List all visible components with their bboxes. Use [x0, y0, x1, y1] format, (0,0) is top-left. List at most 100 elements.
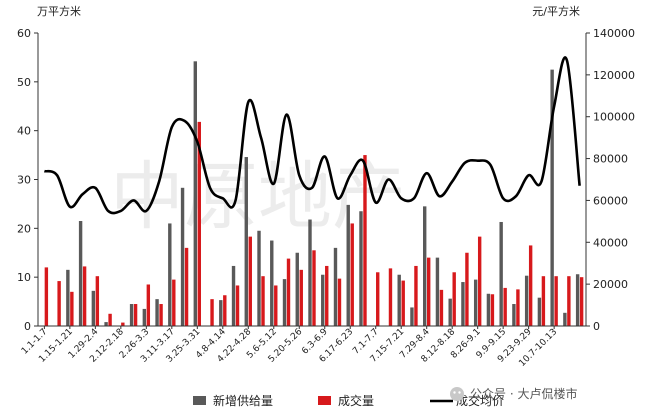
watermark: 中原地产 — [110, 154, 406, 240]
transaction-bar — [350, 223, 354, 326]
left-axis-unit: 万平方米 — [37, 4, 81, 18]
transaction-bar — [388, 268, 393, 326]
supply-bar — [155, 299, 159, 326]
transaction-bar — [465, 252, 469, 326]
right-tick-label: 100000 — [593, 111, 635, 124]
supply-bar — [257, 230, 261, 326]
wechat-icon-eye-right — [458, 391, 461, 394]
legend-label: 成交均价 — [456, 393, 504, 408]
transaction-bar — [121, 322, 125, 326]
left-tick-label: 40 — [17, 125, 31, 138]
right-tick-label: 0 — [593, 320, 600, 333]
transaction-bar — [172, 279, 176, 326]
transaction-bar — [516, 289, 520, 327]
transaction-bar — [274, 285, 278, 326]
transaction-bar — [325, 265, 329, 326]
transaction-bar — [82, 266, 87, 326]
supply-bar — [512, 304, 516, 326]
legend-label: 成交量 — [338, 393, 374, 408]
supply-bar — [91, 290, 96, 326]
transaction-bar — [414, 265, 418, 326]
supply-bar — [359, 211, 363, 326]
transaction-bar — [70, 291, 74, 326]
supply-bar — [321, 274, 325, 326]
supply-bar — [537, 297, 542, 326]
supply-bar — [486, 293, 491, 326]
supply-bar — [473, 279, 478, 326]
legend-label: 新增供给量 — [213, 393, 273, 408]
right-tick-label: 20000 — [593, 278, 628, 291]
supply-bar — [550, 69, 554, 327]
transaction-bar — [108, 313, 112, 326]
left-tick-label: 0 — [24, 320, 31, 333]
transaction-bar — [159, 304, 163, 326]
supply-bar — [397, 274, 401, 326]
supply-bar — [308, 219, 312, 326]
supply-bar — [423, 206, 427, 326]
supply-bar — [448, 298, 452, 326]
transaction-bar — [57, 281, 61, 326]
watermark-text: 中原地产 — [110, 154, 406, 240]
supply-bar — [563, 312, 567, 326]
supply-bar — [219, 300, 223, 326]
transaction-bar — [235, 285, 240, 326]
transaction-bar — [146, 284, 151, 326]
supply-bar — [193, 61, 197, 326]
supply-bar — [142, 308, 147, 326]
supply-bar — [346, 204, 350, 326]
supply-bar — [78, 221, 83, 326]
supply-bar — [333, 247, 338, 326]
transaction-bar — [452, 272, 456, 326]
transaction-bar — [427, 257, 431, 326]
wechat-icon-eye-left — [453, 391, 456, 394]
right-tick-label: 80000 — [593, 153, 628, 166]
transaction-bar — [44, 267, 49, 326]
supply-bar — [66, 269, 70, 326]
transaction-bar — [363, 155, 367, 326]
transaction-bar — [567, 276, 571, 326]
right-tick-label: 40000 — [593, 236, 628, 249]
left-tick-label: 50 — [17, 76, 31, 89]
transaction-bar — [439, 289, 444, 326]
supply-bar — [282, 279, 287, 326]
supply-bar — [295, 252, 299, 326]
bars-layer — [44, 61, 584, 327]
left-tick-label: 10 — [17, 271, 31, 284]
transaction-bar — [197, 121, 201, 326]
transaction-bar — [299, 269, 303, 326]
right-tick-label: 120000 — [593, 69, 635, 82]
transaction-bar — [579, 277, 584, 326]
transaction-bar — [503, 287, 507, 326]
wechat-icon — [450, 387, 464, 401]
transaction-bar — [184, 247, 189, 326]
credit-text: 公众号 · 大卢侃楼市 — [470, 386, 577, 401]
supply-bar — [180, 187, 185, 326]
credit: 公众号 · 大卢侃楼市 — [450, 386, 577, 401]
left-tick-label: 60 — [17, 27, 31, 40]
supply-bar — [499, 221, 503, 326]
supply-bar — [461, 282, 465, 326]
supply-bar — [270, 240, 274, 326]
supply-bar — [129, 304, 134, 326]
transaction-bar — [312, 250, 316, 326]
supply-bar — [435, 257, 440, 326]
right-tick-label: 140000 — [593, 27, 635, 40]
transaction-bar — [376, 272, 380, 326]
left-tick-label: 30 — [17, 174, 31, 187]
transaction-bar — [95, 276, 100, 326]
transaction-bar — [477, 236, 482, 326]
supply-bar — [410, 307, 414, 326]
transaction-bar — [337, 278, 342, 326]
transaction-bar — [286, 258, 291, 326]
supply-bar — [524, 275, 529, 326]
supply-bar — [575, 274, 580, 326]
supply-bar — [168, 223, 172, 326]
left-tick-label: 20 — [17, 222, 31, 235]
transaction-bar — [210, 299, 214, 326]
transaction-bar — [541, 276, 546, 326]
transaction-bar — [401, 280, 405, 326]
avg-price-line — [43, 56, 581, 215]
transaction-bar — [133, 304, 138, 326]
